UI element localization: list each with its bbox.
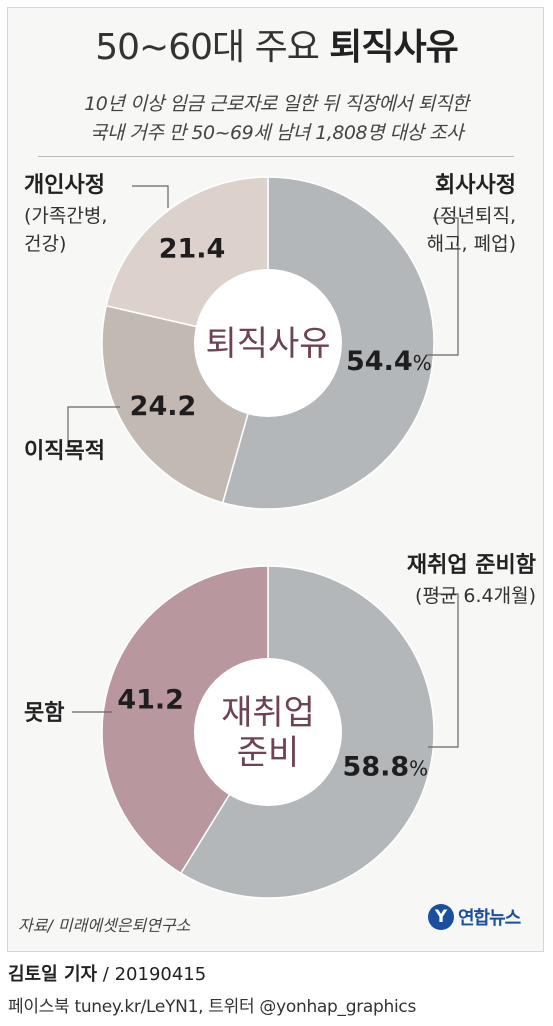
chart1-leader-line-1 <box>427 217 459 356</box>
chart1-category-label-2: 이직목적 <box>24 439 105 464</box>
logo-mark: Y <box>428 904 454 930</box>
chart1-value-label-1: 54.4% <box>346 346 432 377</box>
chart2-hole <box>194 658 342 806</box>
chart1-leader-line-3 <box>132 185 169 208</box>
publisher-logo: Y 연합뉴스 <box>428 904 521 930</box>
chart2-category-label-1: 재취업 준비함 <box>407 553 536 578</box>
chart1-category-note-3-2: 건강) <box>24 233 66 255</box>
chart1-value-label-3: 21.4 <box>159 234 226 265</box>
subtitle: 10년 이상 임금 근로자로 일한 뒤 직장에서 퇴직한 국내 거주 만 50~… <box>0 90 553 148</box>
chart2-value-label-2: 41.2 <box>117 685 184 716</box>
byline-date: / 20190415 <box>97 964 207 985</box>
chart1-hole <box>194 269 342 417</box>
logo-text: 연합뉴스 <box>458 908 521 929</box>
chart1-category-note-3-1: (가족간병, <box>24 205 107 227</box>
chart1-center-title-1: 퇴직사유 <box>205 324 330 364</box>
subtitle-line-2: 국내 거주 만 50~69세 남녀 1,808명 대상 조사 <box>89 122 464 144</box>
byline-name: 김토일 기자 <box>8 964 98 985</box>
chart2-value-unit-1: % <box>409 756 428 780</box>
title-prefix: 50~60대 주요 <box>95 27 320 68</box>
chart1-category-label-3: 개인사정 <box>24 173 105 198</box>
chart2-center-title-2: 준비 <box>237 733 300 773</box>
page-title: 50~60대 주요 퇴직사유 <box>0 18 553 70</box>
source-note: 자료/ 미래에셋은퇴연구소 <box>18 916 191 935</box>
chart1-category-label-1: 회사사정 <box>435 173 516 198</box>
chart1-category-note-1-1: (정년퇴직, <box>433 205 516 227</box>
title-bold: 퇴직사유 <box>329 27 458 68</box>
chart1-leader-line-2 <box>67 406 120 440</box>
chart2-center-title-1: 재취업 <box>221 693 315 733</box>
byline: 김토일 기자 / 20190415 <box>8 960 206 986</box>
subtitle-line-1: 10년 이상 임금 근로자로 일한 뒤 직장에서 퇴직한 <box>84 93 469 115</box>
header-divider <box>38 156 514 157</box>
social-links: 페이스북 tuney.kr/LeYN1, 트위터 @yonhap_graphic… <box>8 997 417 1017</box>
chart2-leader-line-1 <box>428 593 459 748</box>
chart2-value-label-1: 58.8% <box>343 751 429 782</box>
chart1-category-note-1-2: 해고, 폐업) <box>427 233 516 255</box>
chart2-category-label-2: 못함 <box>24 701 64 726</box>
chart2-slice-2 <box>101 565 269 875</box>
chart1-value-label-2: 24.2 <box>130 391 197 422</box>
chart2-category-note-1-1: (평균 6.4개월) <box>415 585 536 607</box>
chart1-value-unit-1: % <box>413 351 432 375</box>
